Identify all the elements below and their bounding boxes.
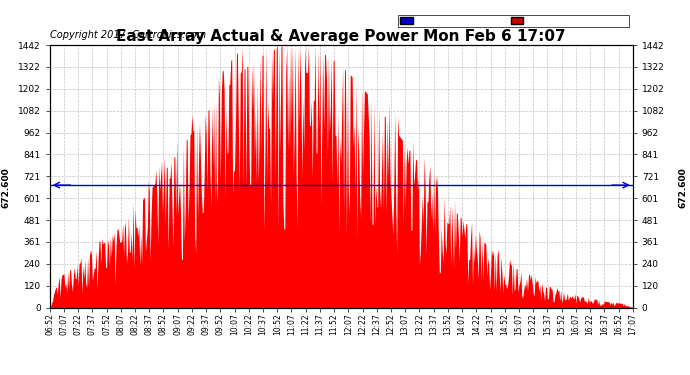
Legend: Average  (DC Watts), East Array  (DC Watts): Average (DC Watts), East Array (DC Watts… bbox=[398, 15, 629, 27]
Title: East Array Actual & Average Power Mon Feb 6 17:07: East Array Actual & Average Power Mon Fe… bbox=[117, 29, 566, 44]
Text: 672.600: 672.600 bbox=[678, 167, 688, 208]
Text: 672.600: 672.600 bbox=[1, 167, 10, 208]
Text: Copyright 2017  Cartronics.com: Copyright 2017 Cartronics.com bbox=[50, 30, 206, 40]
